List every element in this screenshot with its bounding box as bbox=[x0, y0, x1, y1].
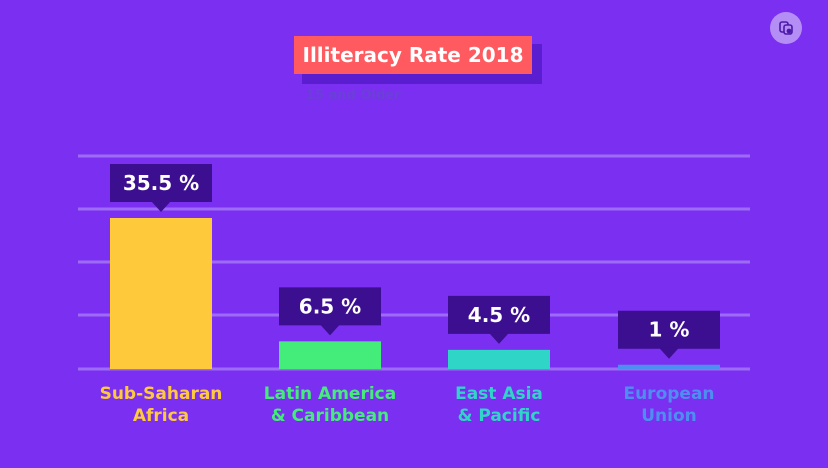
value-label: 1 % bbox=[649, 318, 690, 342]
bar bbox=[279, 341, 381, 369]
category-label: East Asia bbox=[455, 384, 543, 404]
value-label: 35.5 % bbox=[123, 171, 199, 195]
value-label-box bbox=[448, 295, 550, 334]
bar bbox=[618, 364, 720, 369]
value-label-pointer bbox=[151, 201, 171, 212]
value-label-box bbox=[110, 164, 212, 202]
category-label: Latin America bbox=[264, 384, 396, 404]
category-label: & Caribbean bbox=[271, 406, 389, 426]
bar bbox=[110, 218, 212, 369]
value-label: 4.5 % bbox=[468, 303, 530, 327]
bar bbox=[448, 349, 550, 369]
category-label: & Pacific bbox=[458, 406, 541, 426]
chart-subtitle: 15 and Older bbox=[306, 88, 401, 103]
value-label-box bbox=[618, 310, 720, 349]
copy-button[interactable] bbox=[770, 12, 802, 44]
value-label-box bbox=[279, 287, 381, 326]
category-label: Africa bbox=[133, 406, 189, 426]
copy-icon bbox=[779, 21, 793, 35]
value-label-pointer bbox=[320, 324, 340, 336]
value-label-pointer bbox=[489, 332, 509, 344]
chart-title: Illiteracy Rate 2018 bbox=[294, 36, 532, 74]
category-label: European bbox=[623, 384, 714, 404]
category-label: Sub-Saharan bbox=[100, 384, 223, 404]
chart-title-block: Illiteracy Rate 2018 bbox=[294, 36, 542, 84]
category-label: Union bbox=[641, 406, 697, 426]
value-label: 6.5 % bbox=[299, 294, 361, 318]
value-label-pointer bbox=[659, 347, 679, 359]
